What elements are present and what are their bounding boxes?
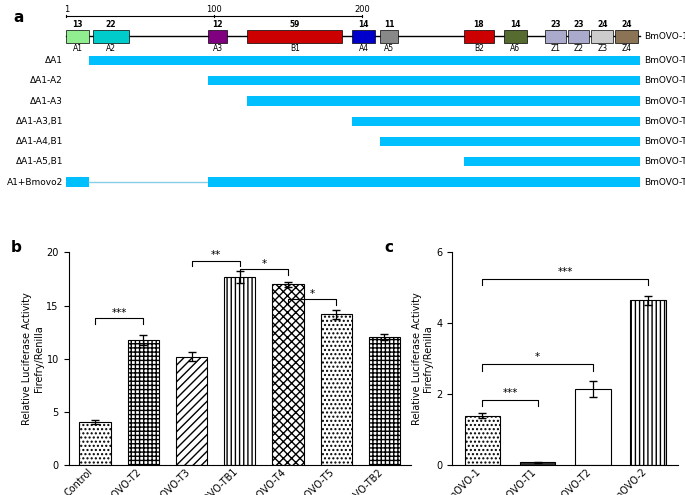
Bar	[545, 30, 566, 43]
Bar	[208, 76, 640, 85]
Bar	[464, 30, 494, 43]
Text: 18: 18	[473, 20, 484, 29]
Text: b: b	[10, 240, 21, 255]
Text: Z4: Z4	[622, 45, 632, 53]
Bar	[615, 30, 638, 43]
Bar	[89, 56, 640, 65]
Text: ***: ***	[112, 308, 127, 318]
Bar	[352, 30, 375, 43]
Bar	[464, 157, 640, 166]
Bar	[464, 416, 500, 465]
Text: *: *	[261, 259, 266, 269]
Text: 100: 100	[206, 4, 222, 13]
Text: A1+Bmovo2: A1+Bmovo2	[7, 178, 63, 187]
Text: A3: A3	[212, 45, 223, 53]
Text: 13: 13	[73, 20, 83, 29]
Text: **: **	[210, 250, 221, 260]
Text: c: c	[384, 240, 393, 255]
Text: 22: 22	[105, 20, 116, 29]
Text: Z2: Z2	[573, 45, 584, 53]
Bar	[520, 462, 556, 465]
Bar	[66, 30, 89, 43]
Text: BmOVO-T5: BmOVO-T5	[644, 137, 685, 146]
Text: ΔA1-A2: ΔA1-A2	[30, 76, 63, 85]
Bar	[503, 30, 527, 43]
Bar	[79, 422, 111, 465]
Bar	[273, 284, 303, 465]
Text: 24: 24	[597, 20, 608, 29]
Bar	[224, 277, 256, 465]
Text: BmOVO-TB2: BmOVO-TB2	[644, 157, 685, 166]
Text: BmOVO-TB1: BmOVO-TB1	[644, 97, 685, 105]
Bar	[380, 137, 640, 146]
Bar	[575, 389, 610, 465]
Text: 23: 23	[573, 20, 584, 29]
Text: *: *	[310, 289, 314, 299]
Text: A6: A6	[510, 45, 520, 53]
Text: BmOVO-T4: BmOVO-T4	[644, 117, 685, 126]
Text: A2: A2	[105, 45, 116, 53]
Bar	[66, 178, 89, 187]
Bar	[127, 340, 159, 465]
Text: ***: ***	[558, 267, 573, 277]
Bar	[630, 300, 666, 465]
Text: B2: B2	[474, 45, 484, 53]
Text: ΔA1-A5,B1: ΔA1-A5,B1	[16, 157, 63, 166]
Text: BmOVO-T2: BmOVO-T2	[644, 56, 685, 65]
Text: BmOVO-T1: BmOVO-T1	[644, 178, 685, 187]
Text: B1: B1	[290, 45, 300, 53]
Text: 59: 59	[290, 20, 300, 29]
Text: 14: 14	[510, 20, 521, 29]
Y-axis label: Relative Luciferase Activity
Firefry/Renilla: Relative Luciferase Activity Firefry/Ren…	[22, 293, 44, 425]
Text: *: *	[535, 352, 540, 362]
Text: Z3: Z3	[597, 45, 608, 53]
Text: ΔA1-A3: ΔA1-A3	[30, 97, 63, 105]
Bar	[208, 30, 227, 43]
Text: 23: 23	[550, 20, 561, 29]
Bar	[208, 178, 640, 187]
Bar	[176, 357, 207, 465]
Text: BmOVO-T3: BmOVO-T3	[644, 76, 685, 85]
Bar	[369, 337, 400, 465]
Bar	[568, 30, 589, 43]
Text: 200: 200	[354, 4, 370, 13]
Text: ΔA1-A3,B1: ΔA1-A3,B1	[16, 117, 63, 126]
Bar	[92, 30, 129, 43]
Text: ***: ***	[502, 388, 518, 398]
Text: 12: 12	[212, 20, 223, 29]
Text: A5: A5	[384, 45, 395, 53]
Bar	[352, 117, 640, 126]
Text: ΔA1: ΔA1	[45, 56, 63, 65]
Bar	[247, 30, 342, 43]
Text: 24: 24	[622, 20, 632, 29]
Text: ΔA1-A4,B1: ΔA1-A4,B1	[16, 137, 63, 146]
Text: 14: 14	[359, 20, 369, 29]
Bar	[247, 97, 640, 105]
Text: Z1: Z1	[551, 45, 560, 53]
Bar	[380, 30, 399, 43]
Bar	[591, 30, 614, 43]
Text: a: a	[14, 10, 24, 25]
Text: A1: A1	[73, 45, 83, 53]
Text: 11: 11	[384, 20, 395, 29]
Text: A4: A4	[359, 45, 369, 53]
Text: BmOVO-1: BmOVO-1	[644, 32, 685, 41]
Bar	[321, 314, 352, 465]
Y-axis label: Relative Luciferase Activity
Firefry/Renilla: Relative Luciferase Activity Firefry/Ren…	[412, 293, 434, 425]
Text: 1: 1	[64, 4, 69, 13]
